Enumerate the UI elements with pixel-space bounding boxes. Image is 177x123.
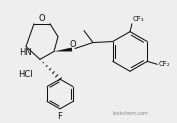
Text: HCl: HCl xyxy=(18,70,33,79)
Text: lookchem.com: lookchem.com xyxy=(112,111,148,116)
Text: HN: HN xyxy=(19,48,31,57)
Text: CF₂: CF₂ xyxy=(158,61,170,67)
Text: F: F xyxy=(58,112,62,121)
Text: O: O xyxy=(39,14,45,23)
Text: O: O xyxy=(70,40,76,49)
Polygon shape xyxy=(54,47,72,51)
Text: CF₃: CF₃ xyxy=(133,16,144,22)
